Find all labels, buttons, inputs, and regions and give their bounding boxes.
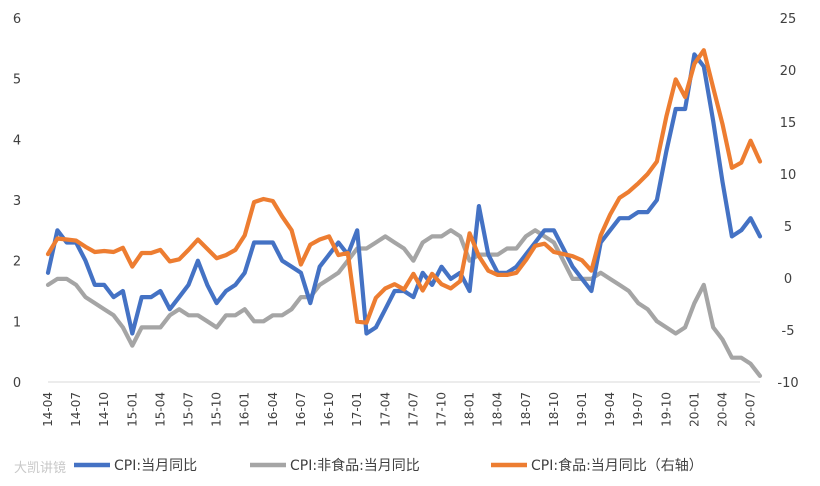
right-tick-label: 25: [780, 12, 797, 27]
x-tick-label: 16-10: [322, 392, 336, 427]
x-tick-label: 17-01: [350, 392, 364, 427]
x-tick-label: 19-01: [575, 392, 589, 427]
x-tick-label: 15-01: [125, 392, 139, 427]
x-tick-label: 16-04: [266, 392, 280, 427]
legend-label-0: CPI:当月同比: [114, 458, 197, 474]
left-tick-label: 5: [13, 73, 21, 88]
left-tick-label: 2: [13, 255, 21, 270]
left-tick-label: 6: [13, 12, 21, 27]
x-tick-label: 19-04: [603, 392, 617, 427]
x-tick-label: 17-04: [378, 392, 392, 427]
x-tick-label: 17-10: [434, 392, 448, 427]
x-tick-label: 16-07: [294, 392, 308, 427]
series-line-0: [45, 52, 763, 336]
series-line-2: [45, 48, 763, 325]
right-tick-label: 5: [784, 220, 792, 235]
left-tick-label: 0: [13, 376, 21, 391]
legend-label-1: CPI:非食品:当月同比: [290, 457, 420, 474]
x-tick-label: 19-10: [659, 392, 673, 427]
right-y-axis: -10 -5 0 5 10 15 20 25: [777, 12, 798, 391]
legend-label-2: CPI:食品:当月同比（右轴）: [531, 457, 703, 474]
x-tick-label: 15-07: [182, 392, 196, 427]
x-tick-label: 20-04: [716, 392, 730, 427]
right-tick-label: 20: [780, 64, 797, 79]
left-y-axis: 0 1 2 3 4 5 6: [13, 12, 21, 391]
right-tick-label: 15: [780, 116, 797, 131]
x-tick-label: 19-07: [631, 392, 645, 427]
left-tick-label: 1: [13, 315, 21, 330]
right-tick-label: 10: [780, 168, 797, 183]
x-tick-label: 18-04: [491, 392, 505, 427]
x-tick-label: 15-10: [210, 392, 224, 427]
x-axis: 14-04 14-07 14-10 15-01 15-04 15-07 15-10 16-01…: [41, 392, 758, 427]
left-tick-label: 4: [13, 133, 21, 148]
series-line-1: [45, 228, 763, 378]
legend: CPI:当月同比 CPI:非食品:当月同比 CPI:食品:当月同比（右轴）: [74, 457, 703, 474]
x-tick-label: 18-10: [547, 392, 561, 427]
x-tick-label: 15-04: [153, 392, 167, 427]
right-tick-label: 0: [784, 272, 792, 287]
x-tick-label: 14-10: [97, 392, 111, 427]
x-tick-label: 17-07: [406, 392, 420, 427]
x-tick-label: 16-01: [238, 392, 252, 427]
x-tick-label: 18-01: [463, 392, 477, 427]
x-tick-label: 20-07: [744, 392, 758, 427]
x-tick-label: 14-04: [41, 392, 55, 427]
x-tick-label: 20-01: [687, 392, 701, 427]
x-tick-label: 18-07: [519, 392, 533, 427]
right-tick-label: -5: [782, 324, 795, 339]
right-tick-label: -10: [777, 376, 798, 391]
series-lines: [45, 48, 763, 378]
watermark: 大凯讲镜: [14, 461, 66, 476]
left-tick-label: 3: [13, 194, 21, 209]
x-tick-label: 14-07: [69, 392, 83, 427]
